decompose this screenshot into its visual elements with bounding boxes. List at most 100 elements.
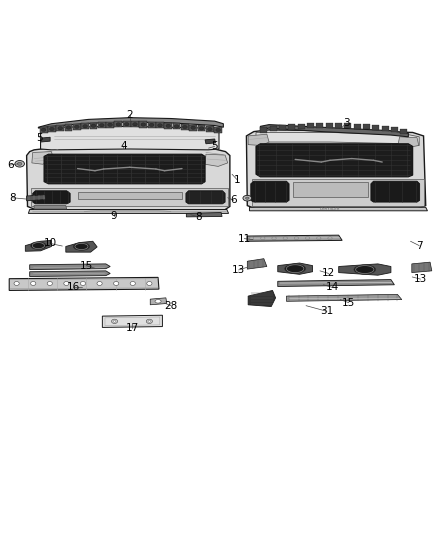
Ellipse shape bbox=[166, 124, 171, 127]
Polygon shape bbox=[164, 123, 172, 129]
Polygon shape bbox=[106, 122, 114, 128]
Ellipse shape bbox=[354, 265, 376, 274]
Polygon shape bbox=[270, 126, 277, 132]
Polygon shape bbox=[214, 127, 222, 133]
Text: 4: 4 bbox=[120, 141, 127, 150]
Text: CHRYSLER: CHRYSLER bbox=[320, 207, 340, 211]
Ellipse shape bbox=[158, 124, 162, 127]
Polygon shape bbox=[400, 128, 407, 134]
Ellipse shape bbox=[146, 319, 152, 324]
Text: 12: 12 bbox=[322, 269, 336, 278]
Ellipse shape bbox=[31, 281, 36, 286]
Ellipse shape bbox=[113, 281, 119, 286]
Text: 3: 3 bbox=[343, 118, 350, 128]
Ellipse shape bbox=[15, 160, 25, 167]
Polygon shape bbox=[256, 133, 419, 146]
Text: 7: 7 bbox=[416, 240, 423, 251]
Polygon shape bbox=[41, 126, 219, 150]
Polygon shape bbox=[131, 121, 139, 127]
Ellipse shape bbox=[113, 320, 116, 322]
Polygon shape bbox=[198, 125, 205, 132]
Polygon shape bbox=[31, 188, 228, 206]
Polygon shape bbox=[114, 122, 122, 127]
Polygon shape bbox=[73, 124, 81, 130]
Polygon shape bbox=[9, 277, 159, 290]
Polygon shape bbox=[89, 123, 97, 129]
Polygon shape bbox=[260, 125, 408, 137]
Polygon shape bbox=[33, 191, 70, 204]
Polygon shape bbox=[27, 195, 46, 201]
Polygon shape bbox=[339, 264, 391, 275]
Ellipse shape bbox=[149, 123, 154, 126]
Polygon shape bbox=[247, 130, 426, 210]
Polygon shape bbox=[412, 262, 432, 272]
Text: 8: 8 bbox=[9, 193, 16, 203]
Ellipse shape bbox=[148, 320, 151, 322]
Polygon shape bbox=[363, 124, 370, 130]
Polygon shape bbox=[256, 144, 413, 177]
Polygon shape bbox=[382, 126, 389, 131]
Polygon shape bbox=[34, 206, 67, 209]
Text: 14: 14 bbox=[325, 282, 339, 293]
Polygon shape bbox=[372, 125, 379, 130]
Ellipse shape bbox=[130, 281, 135, 286]
Polygon shape bbox=[186, 213, 222, 217]
Polygon shape bbox=[189, 125, 197, 131]
Polygon shape bbox=[123, 121, 131, 127]
Polygon shape bbox=[41, 137, 50, 142]
Polygon shape bbox=[248, 290, 276, 306]
Ellipse shape bbox=[47, 281, 53, 286]
Ellipse shape bbox=[83, 125, 88, 128]
Text: 5: 5 bbox=[36, 133, 43, 143]
Text: 28: 28 bbox=[165, 301, 178, 311]
Polygon shape bbox=[44, 154, 205, 184]
Polygon shape bbox=[344, 123, 351, 128]
Text: 11: 11 bbox=[238, 233, 251, 244]
Polygon shape bbox=[205, 139, 215, 144]
Text: 6: 6 bbox=[230, 196, 237, 205]
Polygon shape bbox=[251, 181, 289, 202]
Polygon shape bbox=[156, 122, 164, 128]
Ellipse shape bbox=[112, 319, 117, 324]
Text: 15: 15 bbox=[80, 261, 93, 271]
Ellipse shape bbox=[66, 126, 71, 129]
Polygon shape bbox=[32, 151, 53, 164]
Ellipse shape bbox=[208, 127, 212, 131]
Polygon shape bbox=[206, 126, 214, 132]
Ellipse shape bbox=[243, 195, 252, 201]
Polygon shape bbox=[28, 209, 229, 213]
Polygon shape bbox=[398, 137, 419, 147]
Polygon shape bbox=[57, 125, 64, 131]
Polygon shape bbox=[27, 147, 230, 211]
Ellipse shape bbox=[74, 125, 79, 128]
Ellipse shape bbox=[147, 281, 152, 286]
Polygon shape bbox=[78, 192, 182, 199]
Polygon shape bbox=[278, 263, 313, 274]
Ellipse shape bbox=[124, 123, 129, 126]
Polygon shape bbox=[247, 259, 267, 269]
Polygon shape bbox=[102, 315, 162, 327]
Polygon shape bbox=[326, 123, 333, 128]
Polygon shape bbox=[25, 240, 51, 251]
Polygon shape bbox=[40, 127, 47, 133]
Ellipse shape bbox=[191, 126, 195, 130]
Polygon shape bbox=[286, 294, 402, 301]
Polygon shape bbox=[252, 179, 424, 206]
Polygon shape bbox=[30, 264, 110, 270]
Polygon shape bbox=[293, 182, 368, 197]
Text: 1: 1 bbox=[234, 175, 240, 185]
Polygon shape bbox=[307, 123, 314, 128]
Ellipse shape bbox=[183, 125, 187, 128]
Text: 13: 13 bbox=[414, 274, 427, 284]
Ellipse shape bbox=[155, 300, 161, 303]
Polygon shape bbox=[148, 122, 155, 128]
Text: 10: 10 bbox=[43, 238, 57, 248]
Ellipse shape bbox=[108, 123, 113, 126]
Polygon shape bbox=[354, 124, 361, 129]
Polygon shape bbox=[316, 123, 323, 128]
Text: 15: 15 bbox=[342, 297, 355, 308]
Ellipse shape bbox=[216, 128, 220, 132]
Ellipse shape bbox=[41, 128, 46, 132]
Polygon shape bbox=[371, 181, 420, 202]
Polygon shape bbox=[98, 122, 106, 128]
